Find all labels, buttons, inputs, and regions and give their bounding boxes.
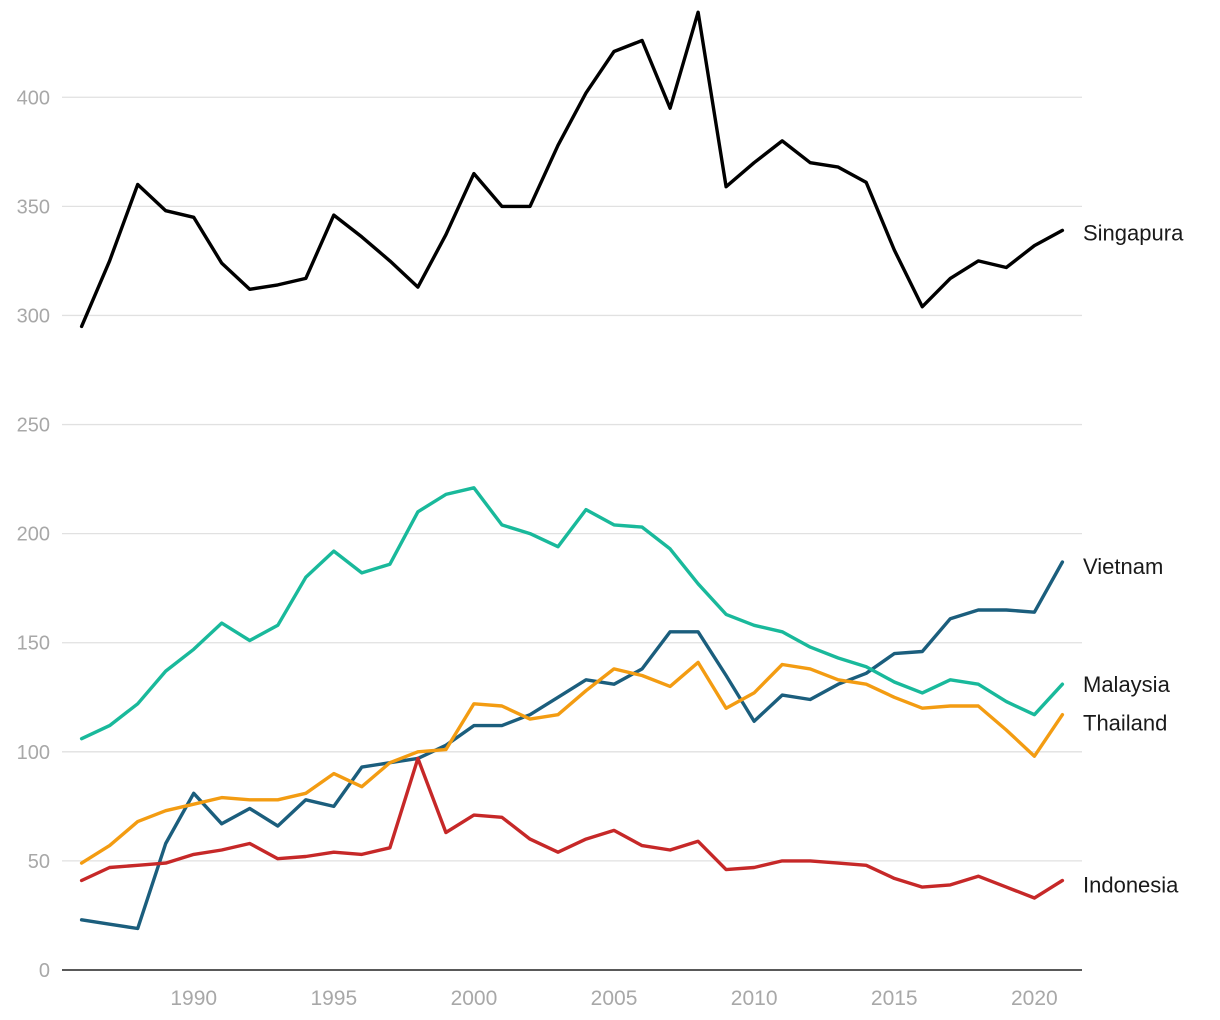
series-label-vietnam: Vietnam (1083, 554, 1163, 579)
x-tick-label-2015: 2015 (871, 987, 918, 1010)
y-tick-label-200: 200 (17, 524, 50, 546)
gridlines (62, 96, 1082, 862)
y-tick-label-300: 300 (17, 305, 50, 327)
series-lines (79, 10, 1065, 931)
series-label-singapura: Singapura (1083, 220, 1184, 245)
x-axis-tick-labels: 1990 1995 2000 2005 2010 2015 2020 (170, 987, 1057, 1010)
y-tick-label-250: 250 (17, 415, 50, 437)
x-tick-label-1990: 1990 (170, 987, 217, 1010)
series-line-vietnam (79, 560, 1065, 931)
series-label-thailand: Thailand (1083, 711, 1167, 736)
y-tick-label-400: 400 (17, 87, 50, 109)
series-line-thailand (79, 660, 1065, 865)
x-tick-label-2020: 2020 (1011, 987, 1058, 1010)
y-tick-label-350: 350 (17, 196, 50, 218)
series-line-malaysia (79, 486, 1065, 741)
series-end-labels: Singapura Vietnam Malaysia Thailand Indonesi… (1083, 220, 1184, 897)
x-tick-label-2010: 2010 (731, 987, 778, 1010)
y-tick-label-100: 100 (17, 742, 50, 764)
series-label-malaysia: Malaysia (1083, 672, 1171, 697)
series-label-indonesia: Indonesia (1083, 873, 1179, 898)
x-tick-label-1995: 1995 (310, 987, 357, 1010)
x-tick-label-2005: 2005 (591, 987, 638, 1010)
y-axis-tick-labels: 0 50 100 150 200 250 300 350 400 (17, 87, 50, 982)
series-line-singapura (79, 10, 1065, 329)
x-tick-label-2000: 2000 (451, 987, 498, 1010)
y-tick-label-0: 0 (39, 960, 50, 982)
series-line-indonesia (79, 756, 1065, 900)
y-tick-label-50: 50 (28, 851, 50, 873)
y-tick-label-150: 150 (17, 633, 50, 655)
